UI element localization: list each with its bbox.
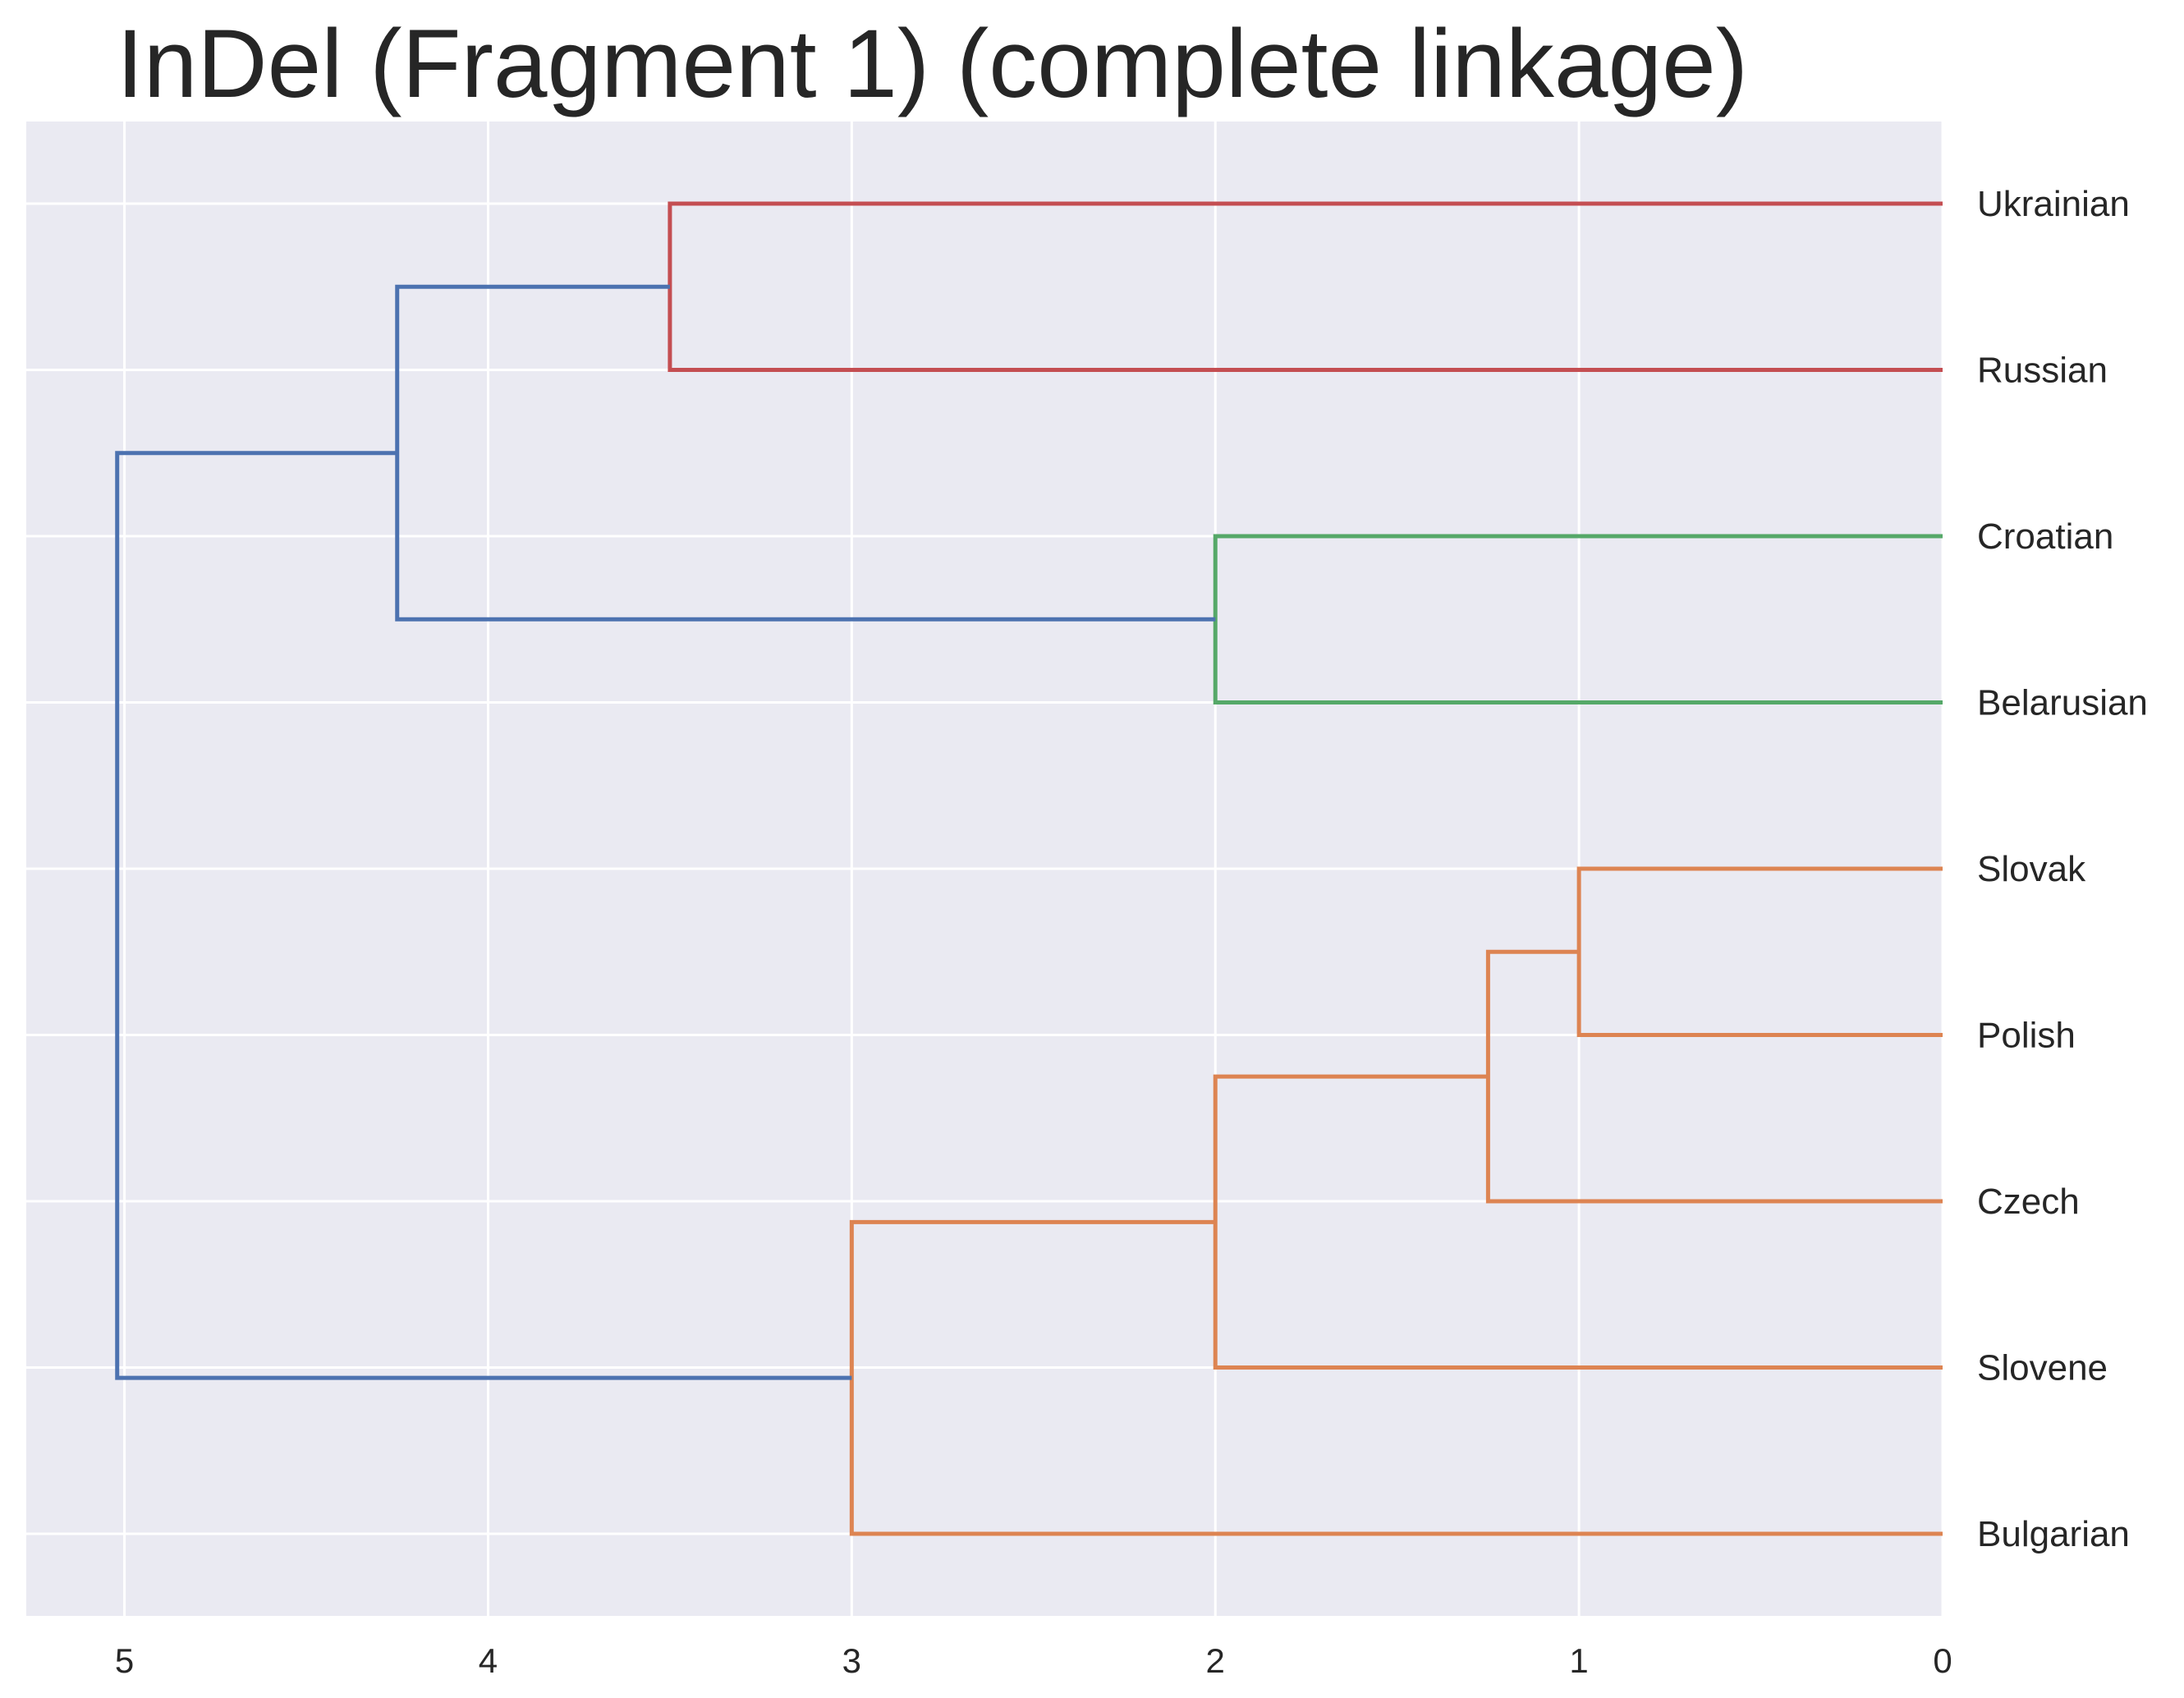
link-root <box>115 451 852 1380</box>
dendrogram-links <box>115 201 1943 1536</box>
chart-title: InDel (Fragment 1) (complete linkage) <box>117 10 1748 118</box>
x-axis-ticks: 5 4 3 2 1 0 <box>115 1641 1952 1680</box>
leaf-label-bulgarian: Bulgarian <box>1977 1514 2130 1554</box>
link-south_bul <box>849 1219 1943 1536</box>
x-tick-label: 2 <box>1206 1641 1225 1680</box>
x-tick-label: 4 <box>479 1641 498 1680</box>
x-tick-label: 1 <box>1569 1641 1588 1680</box>
x-tick-label: 3 <box>842 1641 861 1680</box>
leaf-label-russian: Russian <box>1977 351 2108 391</box>
x-tick-label: 0 <box>1933 1641 1952 1680</box>
leaf-label-croatian: Croatian <box>1977 516 2113 557</box>
leaf-labels: Ukrainian Russian Croatian Belarusian Slovak… <box>1977 184 2148 1554</box>
leaf-label-polish: Polish <box>1977 1016 2076 1056</box>
leaf-label-slovak: Slovak <box>1977 849 2086 889</box>
link-slk_pol <box>1576 866 1943 1037</box>
leaf-label-slovene: Slovene <box>1977 1348 2108 1388</box>
leaf-label-czech: Czech <box>1977 1182 2080 1222</box>
x-tick-label: 5 <box>115 1641 134 1680</box>
link-east <box>395 284 1216 622</box>
leaf-label-belarusian: Belarusian <box>1977 683 2148 723</box>
leaf-label-ukrainian: Ukrainian <box>1977 184 2130 224</box>
